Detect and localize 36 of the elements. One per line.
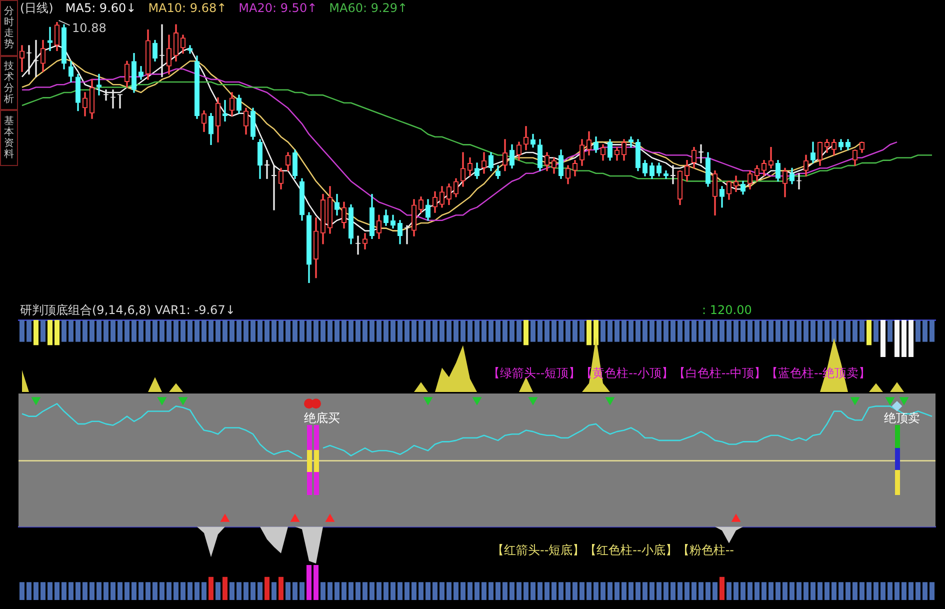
point (326, 514, 334, 522)
point (606, 397, 614, 405)
annotation: 绝底买 (304, 411, 340, 425)
point (290, 514, 300, 522)
candlestick (698, 144, 704, 164)
text: MA60: 9.29↑ (329, 1, 408, 15)
point (732, 514, 740, 522)
point (220, 514, 230, 522)
candlestick (96, 74, 102, 96)
candlestick (768, 146, 774, 168)
text: : 120.00 (702, 303, 752, 317)
candlestick (670, 165, 676, 184)
point (424, 397, 432, 405)
candlestick (264, 160, 270, 179)
text: MA20: 9.50↑ (238, 1, 318, 15)
point (850, 397, 860, 405)
annotation: 绝顶卖 (884, 411, 920, 425)
annotation: 【红箭头--短底】【红色柱--小底】【粉色柱-- (492, 543, 734, 557)
point (311, 398, 321, 409)
point (32, 397, 40, 405)
text: MA10: 9.68↑ (148, 1, 227, 15)
point (528, 397, 538, 405)
tab: 技术分析 (0, 56, 18, 110)
point (472, 397, 482, 405)
chart-title: (日线) (20, 1, 54, 15)
tab: 分时走势 (0, 0, 18, 56)
candlestick (271, 165, 277, 210)
point (886, 397, 894, 405)
text: 研判顶底组合(9,14,6,8) VAR1: -9.67↓ (20, 303, 236, 317)
point (158, 397, 166, 405)
point (892, 401, 902, 412)
tab: 基本资料 (0, 110, 18, 166)
point (178, 397, 188, 405)
point (900, 397, 908, 405)
annotation: 10.88 (72, 21, 106, 35)
text: MA5: 9.60↓ (65, 1, 136, 15)
